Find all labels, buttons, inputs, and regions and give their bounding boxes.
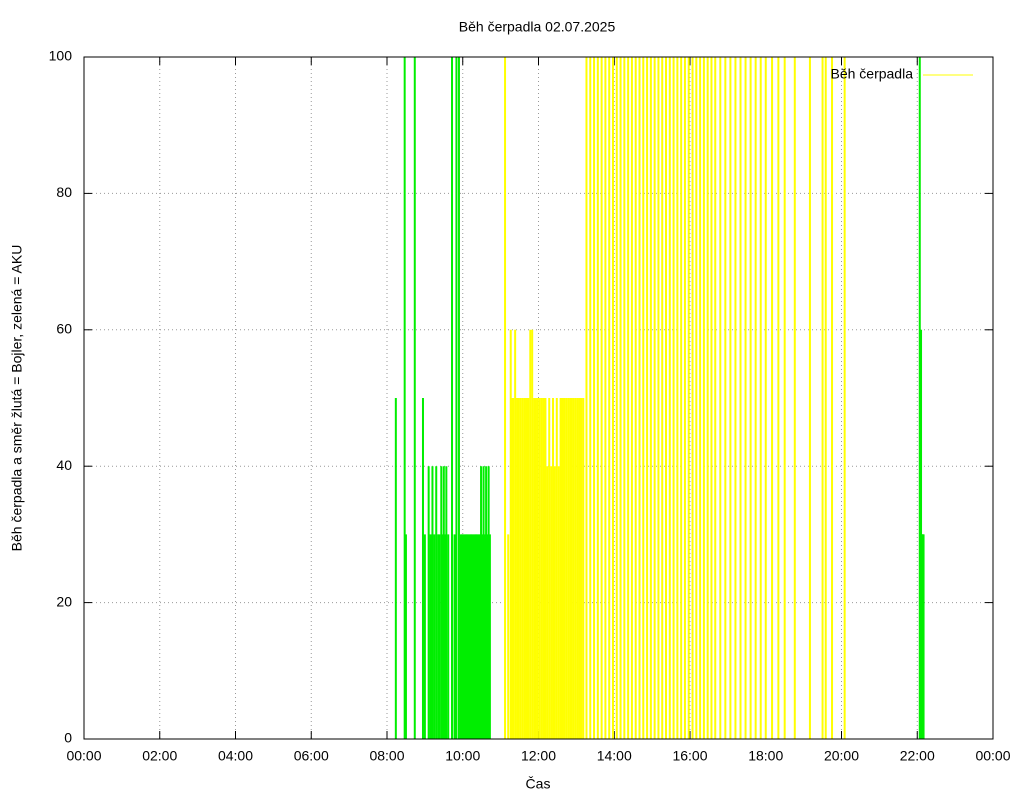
x-tick-label: 00:00 bbox=[975, 748, 1010, 764]
x-tick-label: 16:00 bbox=[672, 748, 707, 764]
legend-label: Běh čerpadla bbox=[830, 66, 913, 82]
x-tick-label: 12:00 bbox=[521, 748, 556, 764]
y-axis-label: Běh čerpadla a směr žlutá = Bojler, zele… bbox=[9, 245, 25, 552]
x-tick-label: 10:00 bbox=[445, 748, 480, 764]
x-tick-label: 14:00 bbox=[597, 748, 632, 764]
y-tick-label: 0 bbox=[64, 730, 72, 746]
x-tick-label: 22:00 bbox=[900, 748, 935, 764]
x-axis-label: Čas bbox=[526, 776, 551, 792]
x-tick-label: 00:00 bbox=[66, 748, 101, 764]
y-tick-label: 20 bbox=[56, 593, 72, 609]
x-tick-label: 18:00 bbox=[748, 748, 783, 764]
x-tick-label: 06:00 bbox=[294, 748, 329, 764]
chart-title: Běh čerpadla 02.07.2025 bbox=[459, 19, 616, 35]
y-tick-label: 100 bbox=[49, 48, 73, 64]
x-tick-label: 02:00 bbox=[142, 748, 177, 764]
y-tick-label: 40 bbox=[56, 457, 72, 473]
x-tick-label: 08:00 bbox=[369, 748, 404, 764]
y-tick-label: 60 bbox=[56, 321, 72, 337]
x-tick-label: 04:00 bbox=[218, 748, 253, 764]
plot-frame bbox=[83, 56, 994, 740]
x-tick-label: 20:00 bbox=[824, 748, 859, 764]
y-tick-label: 80 bbox=[56, 184, 72, 200]
